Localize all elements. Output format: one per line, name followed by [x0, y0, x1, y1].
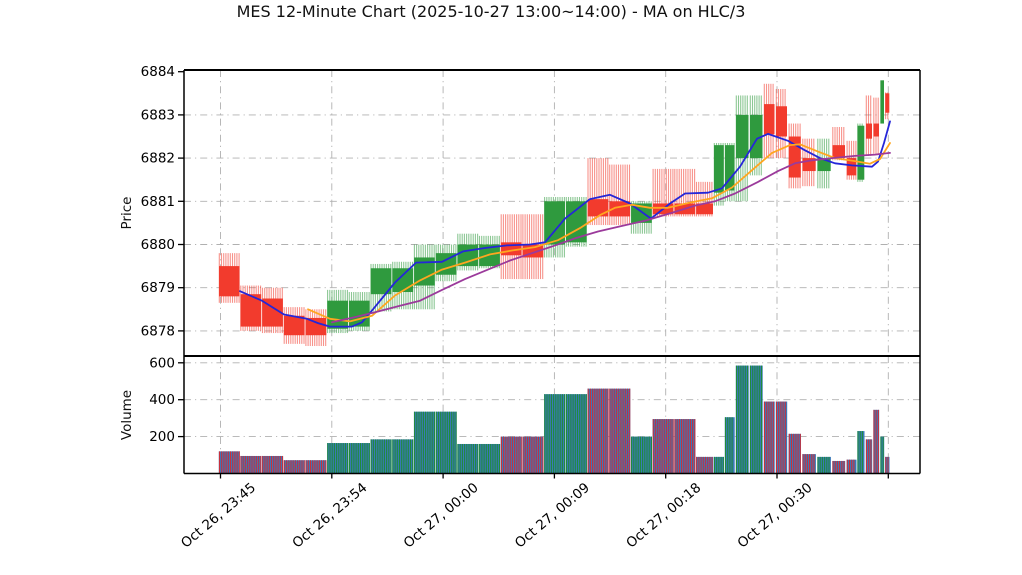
volume-bar-up	[327, 443, 349, 474]
price-candle-up	[817, 138, 831, 189]
price-tick-label: 6881	[141, 194, 175, 210]
volume-bar-down	[587, 388, 609, 474]
x-tick-label: Oct 27, 00:00	[401, 480, 482, 552]
price-tick-label: 6880	[141, 237, 175, 253]
volume-bar-up	[880, 436, 885, 474]
price-tick-label: 6879	[141, 280, 175, 296]
volume-bar-down	[522, 436, 544, 474]
volume-bar-up	[370, 439, 392, 474]
ma-mid-line	[307, 142, 891, 323]
volume-bar-down	[865, 439, 873, 474]
volume-tick-label: 400	[149, 392, 175, 408]
volume-bar-down	[763, 401, 775, 474]
price-tick-label: 6878	[141, 323, 175, 339]
volume-bar-up	[630, 436, 652, 474]
volume-bar-down	[283, 460, 305, 474]
price-candle-down	[832, 126, 845, 161]
price-candle-down	[305, 309, 327, 347]
volume-bar-up	[348, 443, 370, 474]
volume-bar-up	[724, 417, 735, 474]
volume-bar-up	[713, 456, 724, 474]
price-candle-up	[544, 196, 565, 258]
volume-bar-down	[788, 433, 801, 474]
volume-bar-down	[500, 436, 522, 474]
price-candle-up	[880, 80, 884, 124]
price-candle-up	[857, 123, 865, 182]
x-tick-label: Oct 27, 00:18	[623, 480, 704, 552]
price-tick-label: 6883	[141, 107, 175, 123]
volume-bar-down	[652, 419, 674, 474]
price-tick-label: 6882	[141, 151, 175, 167]
volume-bar-up	[435, 411, 457, 474]
price-candle-down	[218, 253, 240, 303]
price-candle-up	[735, 95, 749, 202]
volume-bar-down	[305, 460, 327, 474]
price-candle-up	[435, 244, 457, 282]
volume-tick-label: 200	[149, 429, 175, 445]
ma-slow-line	[331, 151, 891, 324]
volume-panel	[218, 365, 890, 474]
price-candle-up	[478, 235, 500, 269]
x-tick-label: Oct 26, 23:45	[178, 480, 259, 552]
volume-bar-down	[240, 455, 262, 474]
price-candle-down	[609, 164, 631, 226]
price-candle-down	[587, 158, 609, 226]
volume-bar-down	[873, 409, 880, 474]
price-candle-up	[370, 263, 392, 312]
volume-bar-down	[846, 459, 857, 474]
price-candle-up	[348, 292, 370, 331]
volume-bar-up	[565, 394, 587, 474]
volume-tick-label: 600	[149, 355, 175, 371]
x-tick-label: Oct 27, 00:09	[512, 480, 593, 552]
volume-bar-down	[802, 454, 816, 474]
price-candle-down	[865, 95, 872, 156]
ma-fast-line	[239, 120, 891, 328]
price-candle-down	[885, 92, 890, 120]
volume-bar-down	[262, 455, 284, 474]
volume-bar-up	[749, 365, 763, 474]
price-candle-down	[261, 287, 283, 334]
price-candle-up	[392, 261, 414, 310]
price-candle-down	[788, 123, 801, 189]
volume-bar-up	[392, 439, 414, 474]
x-tick-label: Oct 27, 00:30	[735, 480, 816, 552]
price-candle-down	[775, 88, 787, 159]
price-candle-up	[749, 95, 763, 176]
volume-bar-down	[832, 460, 846, 474]
chart-title: MES 12-Minute Chart (2025-10-27 13:00~14…	[236, 2, 746, 21]
volume-bar-down	[674, 419, 696, 474]
volume-bar-up	[479, 443, 501, 474]
price-candle-up	[413, 244, 435, 310]
volume-bar-up	[457, 443, 479, 474]
price-candle-down	[283, 307, 305, 344]
volume-bar-down	[885, 456, 890, 474]
volume-bar-up	[857, 431, 865, 474]
volume-bar-down	[696, 456, 714, 474]
price-tick-label: 6884	[141, 64, 175, 80]
volume-bar-down	[775, 401, 788, 474]
price-candle-down	[763, 83, 775, 159]
price-candle-up	[724, 142, 735, 202]
price-candle-down	[873, 97, 879, 154]
volume-bar-down	[218, 451, 240, 474]
volume-bar-up	[817, 456, 831, 474]
x-tick-label: Oct 26, 23:54	[289, 480, 370, 552]
volume-bar-up	[735, 365, 749, 474]
volume-bar-down	[609, 388, 631, 474]
volume-bar-up	[544, 394, 566, 474]
volume-bar-up	[413, 411, 435, 474]
